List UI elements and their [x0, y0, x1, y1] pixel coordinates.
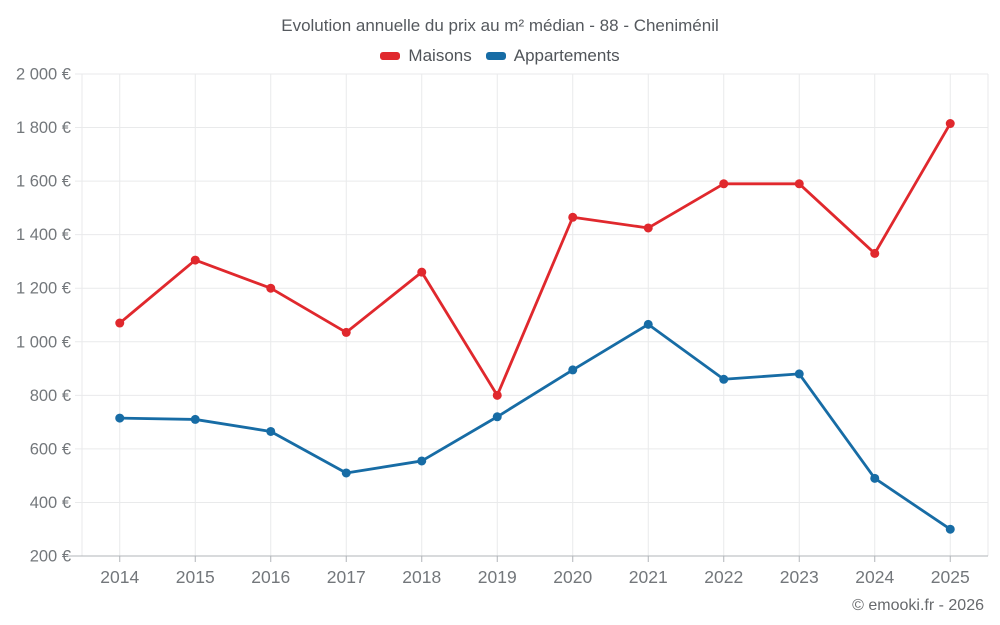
x-tick-label: 2014 [100, 567, 139, 587]
y-tick-label: 1 800 € [16, 119, 71, 137]
data-point-maisons-2020[interactable] [568, 212, 578, 222]
maisons-swatch-icon [380, 52, 401, 60]
legend: Maisons Appartements [0, 46, 1000, 66]
data-point-appartements-2018[interactable] [417, 456, 427, 466]
data-point-appartements-2020[interactable] [568, 365, 578, 375]
x-tick-label: 2015 [176, 567, 215, 587]
data-point-appartements-2015[interactable] [190, 414, 200, 424]
x-tick-label: 2016 [251, 567, 290, 587]
legend-label-maisons: Maisons [408, 46, 472, 65]
y-tick-label: 400 € [30, 494, 71, 512]
x-tick-label: 2021 [629, 567, 668, 587]
x-tick-label: 2022 [704, 567, 743, 587]
x-tick-label: 2023 [780, 567, 819, 587]
data-point-maisons-2015[interactable] [190, 255, 200, 265]
y-tick-label: 1 200 € [16, 280, 71, 298]
y-tick-label: 2 000 € [16, 66, 71, 84]
series-line-appartements [118, 322, 952, 531]
data-point-maisons-2016[interactable] [266, 283, 276, 293]
chart-title: Evolution annuelle du prix au m² médian … [281, 16, 719, 35]
legend-item-maisons[interactable]: Maisons [380, 46, 472, 66]
data-point-appartements-2016[interactable] [266, 426, 276, 436]
data-point-appartements-2017[interactable] [341, 468, 351, 478]
x-tick-label: 2019 [478, 567, 517, 587]
data-point-appartements-2023[interactable] [794, 369, 804, 379]
series-line-maisons [118, 122, 952, 397]
data-point-maisons-2022[interactable] [719, 179, 729, 189]
data-point-maisons-2025[interactable] [945, 119, 955, 129]
data-point-appartements-2024[interactable] [870, 473, 880, 483]
data-point-maisons-2021[interactable] [643, 223, 653, 233]
y-tick-label: 1 000 € [16, 333, 71, 351]
data-point-appartements-2022[interactable] [719, 374, 729, 384]
x-tick-label: 2020 [553, 567, 592, 587]
data-point-maisons-2014[interactable] [115, 318, 125, 328]
data-point-appartements-2025[interactable] [945, 524, 955, 534]
attribution-text: © emooki.fr - 2026 [852, 597, 984, 614]
data-point-appartements-2014[interactable] [115, 413, 125, 423]
x-tick-label: 2025 [931, 567, 970, 587]
legend-label-appartements: Appartements [513, 46, 620, 65]
data-point-appartements-2019[interactable] [492, 412, 502, 422]
appartements-swatch-icon [485, 52, 506, 60]
y-tick-label: 800 € [30, 387, 71, 405]
y-tick-label: 200 € [30, 548, 71, 566]
data-point-maisons-2024[interactable] [870, 248, 880, 258]
x-tick-label: 2024 [855, 567, 894, 587]
data-point-maisons-2019[interactable] [492, 390, 502, 400]
data-point-maisons-2018[interactable] [417, 267, 427, 277]
x-tick-label: 2017 [327, 567, 366, 587]
x-tick-label: 2018 [402, 567, 441, 587]
y-tick-label: 1 400 € [16, 226, 71, 244]
y-tick-label: 600 € [30, 440, 71, 458]
data-point-maisons-2017[interactable] [341, 327, 351, 337]
y-tick-label: 1 600 € [16, 173, 71, 191]
data-point-maisons-2023[interactable] [794, 179, 804, 189]
data-point-appartements-2021[interactable] [643, 319, 653, 329]
legend-item-appartements[interactable]: Appartements [485, 46, 620, 66]
